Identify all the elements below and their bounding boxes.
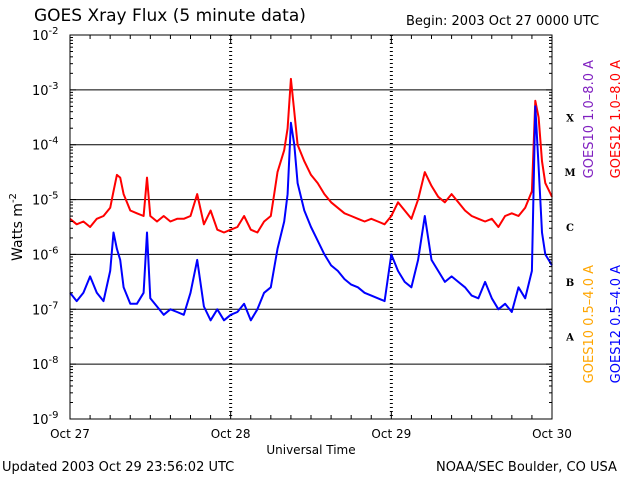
y-axis-label: Watts m-2 <box>8 193 26 261</box>
begin-time: Begin: 2003 Oct 27 0000 UTC <box>406 14 600 29</box>
y-tick-label: 10-6 <box>32 245 59 263</box>
legend-long-channel: GOES10 1.0–8.0 A GOES12 1.0–8.0 A <box>582 60 624 178</box>
flare-class-label: B <box>566 278 574 289</box>
y-tick-label: 10-7 <box>32 300 59 318</box>
legend-entry: GOES12 0.5–4.0 A <box>609 265 624 383</box>
flare-class-label: M <box>564 168 575 179</box>
series-line <box>69 77 553 234</box>
x-tick-label: Oct 30 <box>532 427 572 441</box>
flare-class-labels: A B C M X <box>564 113 575 343</box>
x-tick-label: Oct 27 <box>50 427 90 441</box>
credit-line: NOAA/SEC Boulder, CO USA <box>436 460 617 475</box>
legend-entry: GOES12 1.0–8.0 A <box>609 60 624 178</box>
y-tick-label: 10-4 <box>32 136 59 154</box>
chart-title: GOES Xray Flux (5 minute data) <box>34 6 306 26</box>
series-line <box>69 105 553 322</box>
y-tick-label: 10-2 <box>32 26 59 44</box>
y-tick-label: 10-5 <box>32 191 59 209</box>
x-axis-label: Universal Time <box>266 443 355 457</box>
legend-entry: GOES10 0.5–4.0 A <box>582 265 597 383</box>
day-separator-lines <box>229 35 393 419</box>
flare-class-label: X <box>566 113 574 124</box>
flare-class-grid <box>70 89 552 365</box>
y-axis-ticks: 10-9 10-8 10-7 10-6 10-5 10-4 10-3 10-2 <box>32 26 552 428</box>
flare-class-label: C <box>566 223 574 234</box>
updated-timestamp: Updated 2003 Oct 29 23:56:02 UTC <box>2 460 235 475</box>
legend-short-channel: GOES10 0.5–4.0 A GOES12 0.5–4.0 A <box>582 265 624 383</box>
flare-class-label: A <box>565 333 574 344</box>
y-tick-label: 10-8 <box>32 355 59 373</box>
x-axis-ticks: Oct 27 Oct 28 Oct 29 Oct 30 <box>50 35 572 441</box>
x-tick-label: Oct 29 <box>371 427 411 441</box>
y-tick-label: 10-9 <box>32 410 59 428</box>
series-layer <box>69 77 553 322</box>
y-tick-label: 10-3 <box>32 81 59 99</box>
x-tick-label: Oct 28 <box>211 427 251 441</box>
legend-entry: GOES10 1.0–8.0 A <box>582 60 597 178</box>
